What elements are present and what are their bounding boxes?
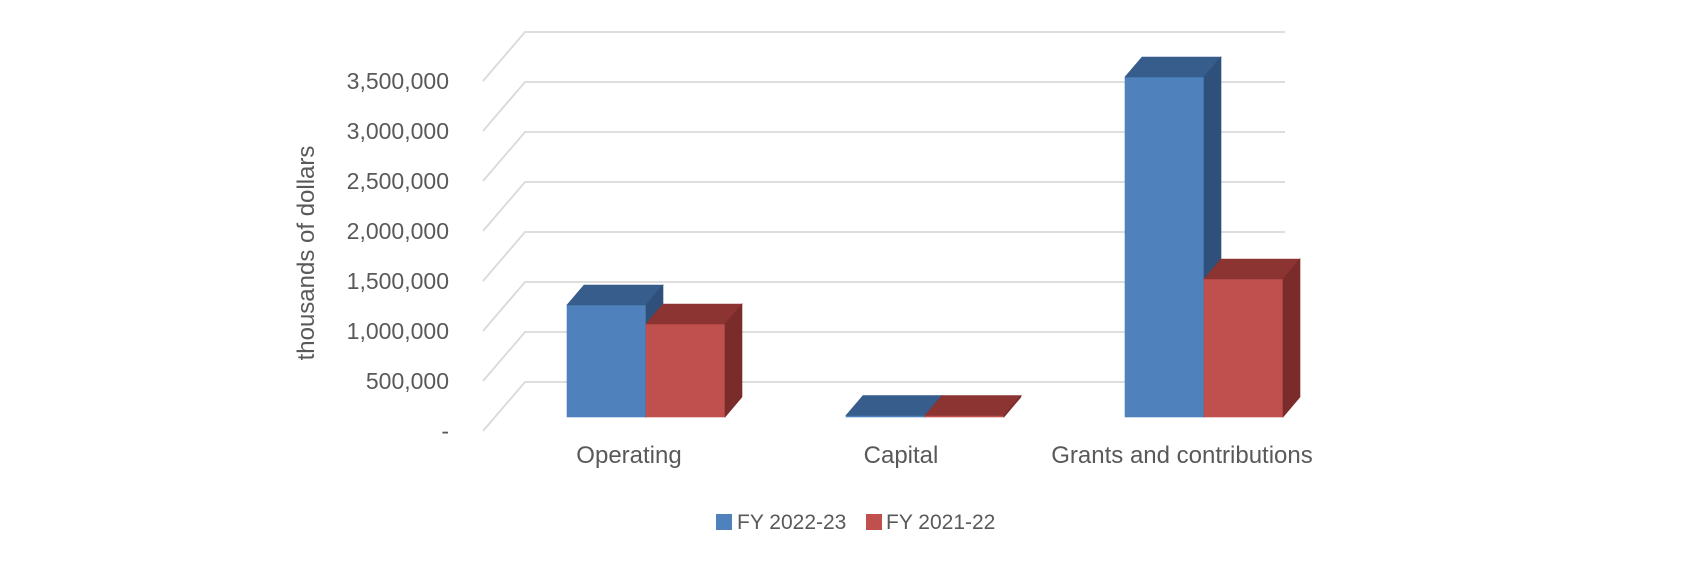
- gridline: [482, 81, 1285, 132]
- y-axis-tick-label: 3,000,000: [347, 118, 449, 144]
- bar-front-face: [566, 304, 647, 418]
- y-axis-tick-label: 1,000,000: [347, 318, 449, 344]
- y-axis-tick-label: 2,000,000: [347, 218, 449, 244]
- gridline: [482, 231, 1285, 282]
- y-axis-tick-label: 2,500,000: [347, 168, 449, 194]
- bar-front-face: [1124, 76, 1205, 418]
- legend-swatch-FY-2022-23: [716, 514, 732, 530]
- category-label-Capital: Capital: [864, 442, 939, 469]
- y-axis-title: thousands of dollars: [293, 146, 320, 361]
- category-label-Grants-and-contributions: Grants and contributions: [1051, 442, 1312, 469]
- bar-FY-2021-22-Capital: [924, 394, 1022, 418]
- bar-side-face: [1282, 258, 1301, 418]
- gridline: [482, 381, 1285, 432]
- y-axis-tick-label: -: [441, 418, 449, 444]
- category-label-Operating: Operating: [576, 442, 681, 469]
- legend-label-FY-2021-22: FY 2021-22: [886, 511, 995, 534]
- legend-label-FY-2022-23: FY 2022-23: [737, 511, 846, 534]
- bars-group: [566, 56, 1301, 418]
- y-axis-tick-label: 3,500,000: [347, 68, 449, 94]
- bar-side-face: [1003, 394, 1022, 418]
- bar-FY-2021-22-Grants-and-contributions: [1203, 258, 1301, 418]
- bar-side-face: [724, 303, 743, 418]
- y-axis-tick-label: 500,000: [366, 368, 449, 394]
- bar-front-face: [645, 323, 726, 418]
- category-labels-group: Operating Capital Grants and contributions: [576, 442, 1312, 469]
- y-axis-tick-labels-group: - 500,000 1,000,000 1,500,000 2,000,000 2,500…: [347, 68, 449, 444]
- gridline: [482, 281, 1285, 332]
- legend-swatch-FY-2021-22: [866, 514, 882, 530]
- y-axis-tick-label: 1,500,000: [347, 268, 449, 294]
- bar-front-face: [1203, 278, 1284, 418]
- legend: FY 2022-23 FY 2021-22: [716, 511, 995, 534]
- gridline: [482, 131, 1285, 182]
- gridline: [482, 181, 1285, 232]
- bar-FY-2021-22-Operating: [645, 303, 743, 418]
- gridline: [482, 331, 1285, 382]
- gridline: [482, 31, 1285, 82]
- gridlines-group: [482, 31, 1285, 432]
